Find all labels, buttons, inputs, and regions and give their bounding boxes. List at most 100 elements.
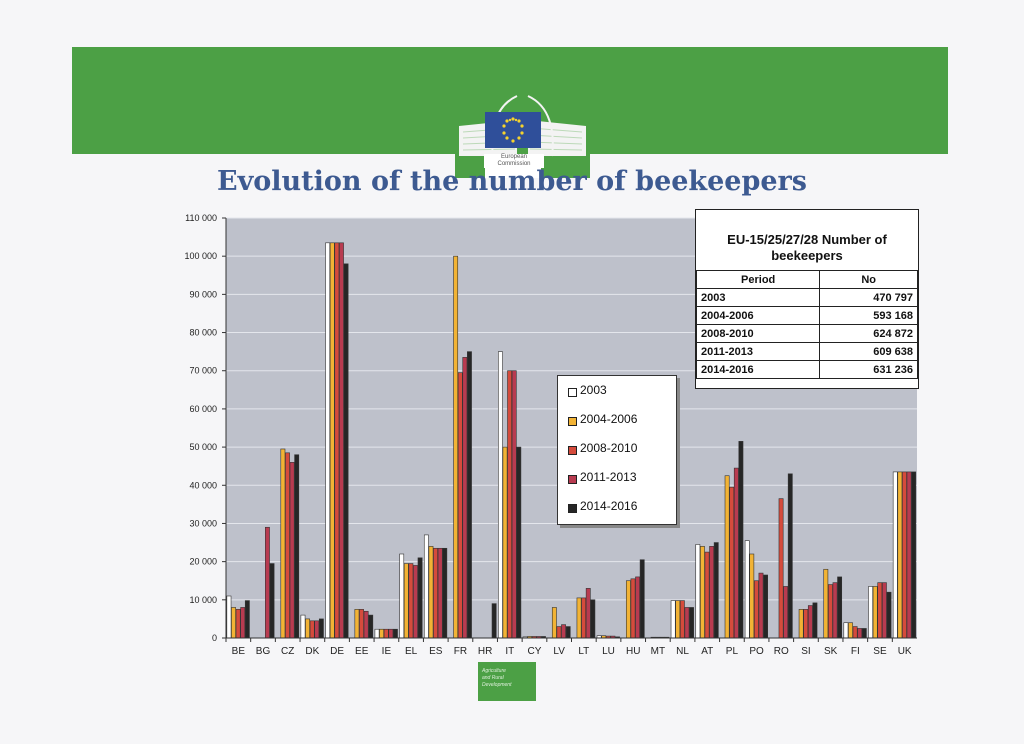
bar-el-2003 bbox=[399, 553, 405, 639]
x-tick-label-si: SI bbox=[801, 646, 810, 657]
y-tick-label: 40 000 bbox=[189, 480, 217, 490]
table-row: 2004-2006 593 168 bbox=[695, 306, 918, 325]
x-tick-label-el: EL bbox=[405, 646, 418, 657]
bar-uk-2003 bbox=[892, 471, 898, 639]
bar-el-2004-2006 bbox=[403, 563, 409, 639]
bar-dk-2003 bbox=[300, 614, 306, 639]
bar-po-2014-2016 bbox=[763, 574, 768, 639]
bar-ro-2008-2010 bbox=[778, 498, 784, 639]
y-tick-label: 70 000 bbox=[189, 366, 217, 376]
bar-sk-2011-2013 bbox=[832, 582, 838, 639]
bar-es-2003 bbox=[423, 534, 429, 639]
bar-be-2004-2006 bbox=[231, 607, 236, 639]
x-tick-label-lv: LV bbox=[553, 646, 565, 657]
bar-at-2003 bbox=[695, 544, 701, 639]
bar-fi-2014-2016 bbox=[861, 628, 867, 639]
bar-uk-2011-2013 bbox=[906, 471, 912, 639]
x-tick-label-lt: LT bbox=[578, 646, 589, 657]
bar-lv-2008-2010 bbox=[556, 626, 562, 639]
legend-swatch-2014-2016 bbox=[568, 504, 577, 513]
legend-swatch-2008-2010 bbox=[568, 446, 577, 455]
x-tick-label-ie: IE bbox=[382, 646, 392, 657]
legend-label-2004-2006: 2004-2006 bbox=[580, 412, 638, 426]
bar-fi-2011-2013 bbox=[857, 628, 863, 639]
bar-be-2003 bbox=[226, 595, 232, 639]
x-tick-label-at: AT bbox=[701, 646, 713, 657]
bar-it-2003 bbox=[498, 351, 503, 639]
logo-caption: European Commission bbox=[484, 154, 544, 168]
bar-pl-2011-2013 bbox=[733, 467, 739, 639]
legend-swatch-2004-2006 bbox=[568, 417, 577, 426]
eu-totals-title-line-1: EU-15/25/27/28 Number of bbox=[727, 232, 887, 247]
legend-label-2008-2010: 2008-2010 bbox=[580, 441, 638, 455]
bar-nl-2008-2010 bbox=[679, 600, 685, 639]
y-tick-label: 110 000 bbox=[185, 213, 217, 223]
bar-dk-2014-2016 bbox=[318, 618, 324, 639]
bar-lt-2004-2006 bbox=[576, 597, 582, 639]
bar-be-2011-2013 bbox=[240, 607, 246, 639]
bar-de-2004-2006 bbox=[329, 242, 335, 639]
y-tick-label: 60 000 bbox=[189, 404, 217, 414]
count-cell: 631 236 bbox=[819, 360, 918, 379]
legend-swatch-2011-2013 bbox=[568, 475, 577, 484]
footer-logo-line-3: Development bbox=[482, 682, 512, 688]
bar-at-2014-2016 bbox=[713, 542, 719, 639]
bar-de-2011-2013 bbox=[339, 242, 344, 639]
count-cell: 609 638 bbox=[819, 342, 918, 361]
bar-fi-2003 bbox=[843, 622, 849, 639]
bar-ie-2004-2006 bbox=[379, 628, 385, 639]
bar-es-2014-2016 bbox=[442, 547, 448, 639]
x-tick-label-se: SE bbox=[873, 646, 887, 657]
table-row: 2008-2010 624 872 bbox=[695, 324, 918, 343]
x-tick-label-sk: SK bbox=[824, 646, 838, 657]
bar-po-2011-2013 bbox=[758, 572, 764, 639]
x-tick-label-lu: LU bbox=[602, 646, 615, 657]
bar-ro-2014-2016 bbox=[787, 473, 793, 639]
x-tick-label-be: BE bbox=[232, 646, 246, 657]
bar-es-2011-2013 bbox=[437, 547, 443, 639]
x-tick-label-ro: RO bbox=[774, 646, 789, 657]
x-tick-label-cz: CZ bbox=[281, 646, 294, 657]
bar-lt-2011-2013 bbox=[585, 588, 591, 639]
footer-logo-line-2: and Rural bbox=[482, 675, 504, 681]
y-tick-label: 30 000 bbox=[189, 518, 217, 528]
bar-pl-2004-2006 bbox=[724, 475, 730, 639]
x-tick-label-pl: PL bbox=[726, 646, 739, 657]
bar-ie-2014-2016 bbox=[393, 628, 398, 639]
bar-ee-2008-2010 bbox=[359, 609, 364, 639]
y-tick-label: 100 000 bbox=[184, 251, 217, 261]
bar-si-2008-2010 bbox=[803, 609, 809, 639]
bar-lv-2011-2013 bbox=[561, 624, 566, 639]
x-tick-label-fi: FI bbox=[851, 646, 860, 657]
y-tick-label: 10 000 bbox=[189, 595, 217, 605]
bar-de-2008-2010 bbox=[334, 242, 340, 639]
eu-totals-title-line-2: beekeepers bbox=[771, 248, 843, 263]
bar-pl-2008-2010 bbox=[729, 486, 735, 639]
bar-at-2004-2006 bbox=[700, 546, 705, 639]
bar-cz-2004-2006 bbox=[280, 448, 286, 639]
bar-ee-2011-2013 bbox=[363, 610, 369, 639]
eu-totals-table-title: EU-15/25/27/28 Number of beekeepers bbox=[696, 232, 918, 264]
bar-se-2014-2016 bbox=[886, 591, 892, 639]
logo-caption-line-1: European bbox=[500, 154, 528, 160]
bar-de-2014-2016 bbox=[343, 263, 349, 639]
bar-de-2003 bbox=[325, 242, 331, 639]
bar-sk-2004-2006 bbox=[823, 568, 829, 639]
chart-legend: 2003 2004-2006 2008-2010 2011-2013 2014-… bbox=[557, 375, 677, 525]
table-row: 2011-2013 609 638 bbox=[695, 342, 918, 361]
bar-be-2008-2010 bbox=[235, 609, 241, 639]
period-cell: 2004-2006 bbox=[695, 306, 821, 325]
x-tick-label-it: IT bbox=[505, 646, 514, 657]
y-tick-label: 50 000 bbox=[189, 442, 217, 452]
bar-hu-2014-2016 bbox=[639, 559, 645, 639]
bar-fr-2014-2016 bbox=[467, 351, 472, 639]
x-tick-label-es: ES bbox=[429, 646, 443, 657]
count-cell: 470 797 bbox=[819, 288, 918, 307]
x-tick-label-mt: MT bbox=[651, 646, 665, 657]
table-row: 2003 470 797 bbox=[695, 288, 918, 307]
bar-cz-2014-2016 bbox=[294, 454, 300, 639]
bar-nl-2003 bbox=[670, 600, 676, 639]
bar-po-2004-2006 bbox=[749, 553, 755, 639]
eu-totals-table-box: EU-15/25/27/28 Number of beekeepers Peri… bbox=[695, 209, 919, 389]
